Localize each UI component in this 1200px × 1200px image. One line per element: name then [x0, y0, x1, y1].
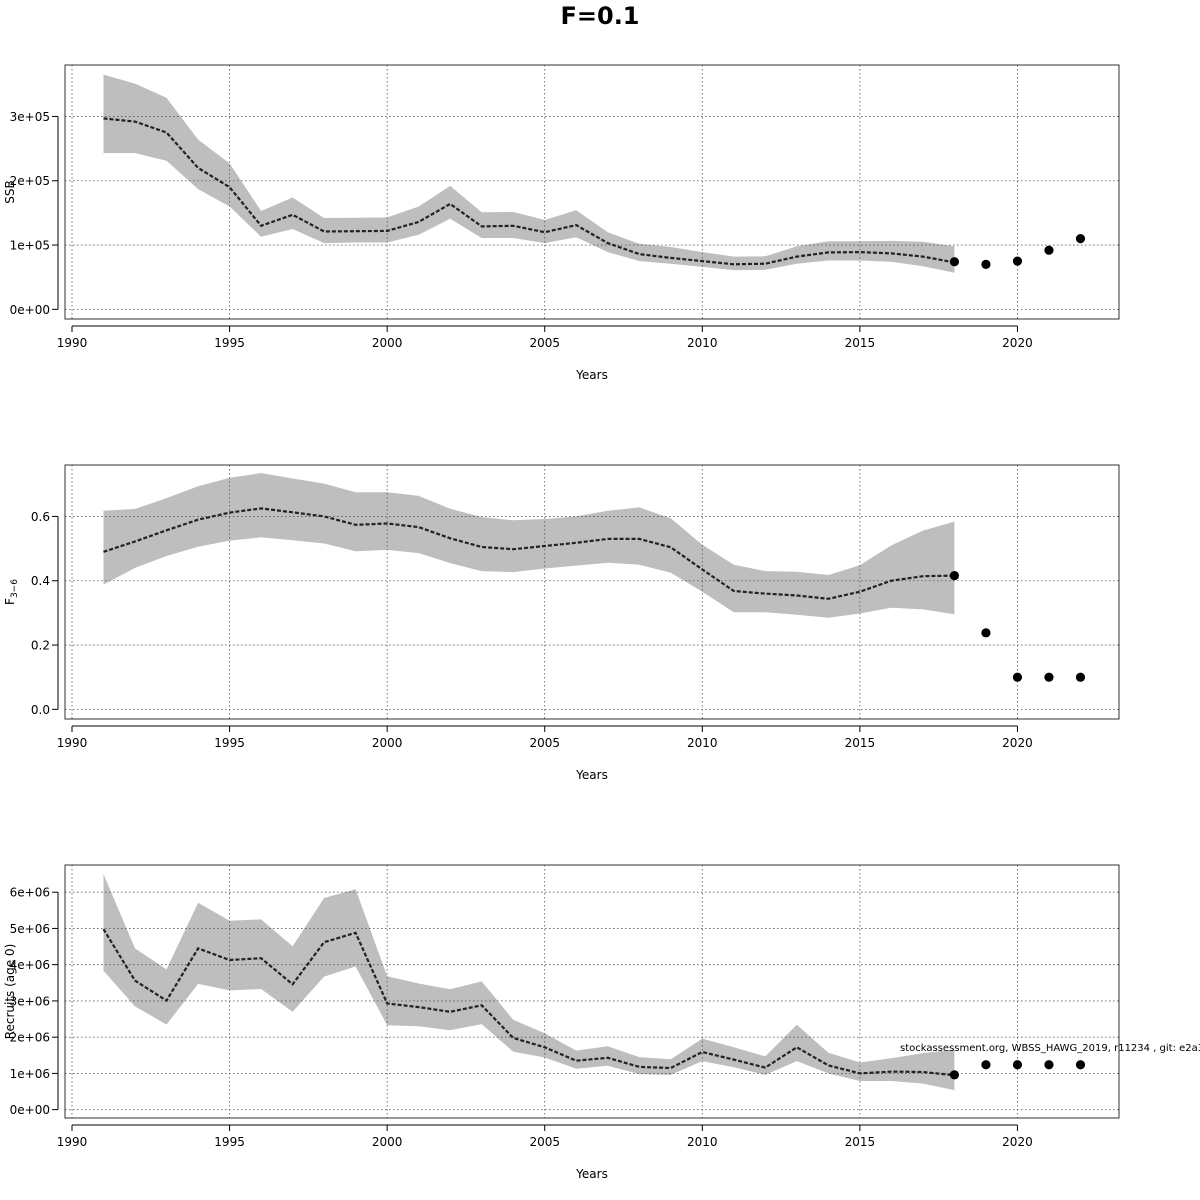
panel-2-x-tick-label: 2015 — [845, 736, 876, 750]
panel-3-x-tick-label: 1995 — [214, 1135, 245, 1149]
panel-1-x-tick-label: 2010 — [687, 336, 718, 350]
panel-3-forecast-point — [981, 1060, 991, 1070]
panel-2-forecast-point — [981, 628, 991, 638]
panel-1-forecast-point — [949, 257, 960, 267]
panel-2-confidence-band — [103, 473, 955, 618]
panel-2-x-tick-label: 2005 — [529, 736, 560, 750]
panel-3-y-tick-label: 3e+06 — [10, 994, 50, 1008]
footnote-text: stockassessment.org, WBSS_HAWG_2019, r11… — [900, 1043, 1200, 1054]
panel-1-x-tick-label: 2020 — [1002, 336, 1033, 350]
panel-1-y-axis-label: SSB — [3, 180, 17, 203]
panel-2-y-axis-label-subscript: 3−6 — [10, 579, 20, 598]
panel-2-forecast-point — [1044, 672, 1054, 682]
panel-1-forecast-point — [1012, 256, 1023, 266]
panel-1-forecast-point — [981, 259, 991, 269]
panel-3-x-tick-label: 2010 — [687, 1135, 718, 1149]
panel-3-y-axis-label: Recruits (age 0) — [3, 944, 17, 1040]
panel-2-x-tick-label: 2020 — [1002, 736, 1033, 750]
panel-2-y-tick-label: 0.2 — [31, 639, 50, 653]
panel-1-forecast-point — [1044, 245, 1054, 255]
panel-3-y-tick-label: 5e+06 — [10, 922, 50, 936]
panel-3-estimate-line — [102, 928, 955, 1077]
panel-3-x-tick-label: 2000 — [372, 1135, 403, 1149]
panel-3-forecast-point — [1075, 1060, 1086, 1070]
panel-2-plot-frame — [64, 464, 1120, 720]
panel-1-x-tick-label: 1995 — [214, 336, 245, 350]
panel-1-y-tick-label: 3e+05 — [10, 110, 50, 124]
panel-2-forecast-point — [1075, 672, 1086, 682]
panel-3-x-tick-label: 2015 — [845, 1135, 876, 1149]
panel-1-plot-frame — [64, 64, 1120, 320]
panel-3-x-tick-label: 1990 — [57, 1135, 88, 1149]
panel-3-x-tick-label: 2020 — [1002, 1135, 1033, 1149]
panel-1-forecast-point — [1075, 234, 1086, 244]
panel-2-x-tick-label: 1995 — [214, 736, 245, 750]
panel-2-x-axis-label: Years — [575, 768, 608, 782]
panel-1-x-tick-label: 1990 — [57, 336, 88, 350]
panel-3-forecast-point — [1044, 1060, 1054, 1070]
panel-2-y-tick-label: 0.4 — [31, 574, 50, 588]
panel-2-y-axis-label: F3−6 — [3, 579, 20, 605]
panel-3-y-tick-label: 6e+06 — [10, 886, 50, 900]
panel-1-x-tick-label: 2015 — [845, 336, 876, 350]
panel-2-x-tick-label: 2010 — [687, 736, 718, 750]
panel-1-estimate-line — [103, 117, 955, 266]
panel-2-forecast-point — [1012, 672, 1023, 682]
chart-panel-2: 1990 1995 2000 2005 2010 2015 2020 0.0 0.2 0.4 0.6… — [3, 464, 1120, 782]
panel-3-y-tick-label: 4e+06 — [10, 958, 50, 972]
chart-panel-3: 1990 1995 2000 2005 2010 2015 2020 0e+00 1e+06 2e… — [3, 864, 1120, 1181]
panel-3-x-tick-label: 2005 — [529, 1135, 560, 1149]
panel-1-y-tick-label: 1e+05 — [10, 239, 50, 253]
panel-3-confidence-band — [103, 874, 955, 1091]
chart-panel-1: 1990 1995 2000 2005 2010 2015 2020 0e+00 1e+05 2e… — [3, 64, 1120, 382]
panel-1-y-tick-label: 2e+05 — [10, 174, 50, 188]
panel-2-forecast-point — [949, 571, 960, 581]
panel-1-x-tick-label: 2005 — [529, 336, 560, 350]
panel-2-y-tick-label: 0.6 — [31, 510, 50, 524]
panel-2-x-tick-label: 1990 — [57, 736, 88, 750]
panel-1-y-tick-label: 0e+00 — [10, 303, 50, 317]
panel-2-x-tick-label: 2000 — [372, 736, 403, 750]
panel-3-x-axis-label: Years — [575, 1167, 608, 1181]
panel-3-y-tick-label: 2e+06 — [10, 1031, 50, 1045]
panel-1-confidence-band — [103, 74, 955, 273]
figure-title: F=0.1 — [560, 2, 640, 30]
panel-3-y-tick-label: 1e+06 — [10, 1067, 50, 1081]
panel-3-forecast-point — [949, 1070, 960, 1080]
panel-1-x-tick-label: 2000 — [372, 336, 403, 350]
panel-3-plot-frame — [64, 864, 1120, 1119]
panel-3-y-tick-label: 0e+00 — [10, 1103, 50, 1117]
panel-2-y-tick-label: 0.0 — [31, 703, 50, 717]
panel-3-forecast-point — [1012, 1060, 1023, 1070]
panel-1-x-axis-label: Years — [575, 368, 608, 382]
